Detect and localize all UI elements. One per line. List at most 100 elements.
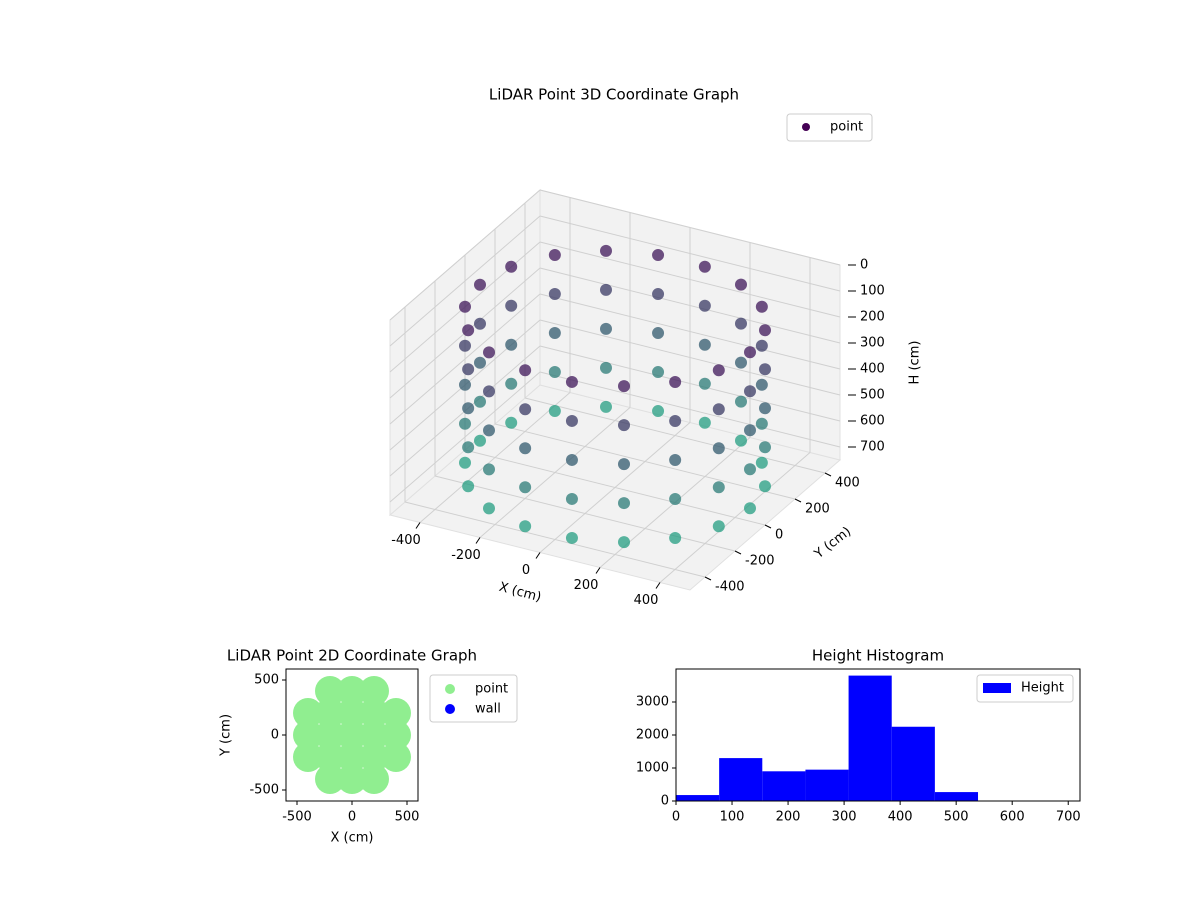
point	[483, 346, 495, 359]
point	[548, 405, 561, 418]
point	[565, 453, 578, 466]
point	[359, 720, 389, 750]
z-tick-label: 100	[860, 284, 885, 299]
point	[315, 764, 345, 794]
x-tick-label: 700	[1056, 810, 1081, 825]
legend-box	[429, 674, 518, 723]
point	[755, 378, 768, 391]
point	[735, 278, 747, 291]
grid-line	[434, 475, 736, 552]
grid-line	[404, 501, 706, 578]
grid-line	[539, 371, 841, 448]
x-tick-label: 600	[1000, 810, 1025, 825]
point	[618, 497, 630, 510]
grid-line	[539, 241, 841, 318]
y-tick-label: 2000	[636, 728, 669, 743]
point	[459, 300, 471, 313]
point	[505, 299, 518, 312]
point	[600, 322, 612, 335]
point	[565, 492, 578, 505]
tick-mark	[704, 576, 712, 581]
legend-label: point	[475, 682, 508, 697]
point	[618, 419, 630, 432]
point	[381, 720, 411, 750]
point	[505, 260, 518, 273]
point	[459, 456, 471, 469]
z-tick-label: 200	[860, 310, 885, 325]
point	[755, 339, 768, 352]
legend-marker	[445, 684, 455, 694]
point	[759, 402, 771, 415]
point	[669, 375, 682, 388]
tick-mark	[595, 567, 601, 574]
y-tick-label: 0	[775, 528, 783, 543]
point	[462, 363, 475, 376]
y-tick-label: 500	[254, 673, 279, 688]
x-tick-label: -200	[451, 548, 481, 563]
point	[652, 249, 665, 262]
point	[337, 764, 367, 794]
grid-line	[389, 293, 541, 425]
point	[618, 536, 630, 549]
z-tick-label: 500	[860, 388, 885, 403]
y-tick-label: -200	[745, 554, 775, 569]
point	[565, 414, 578, 427]
x-tick-label: 400	[634, 593, 659, 608]
z-tick-label: 300	[860, 336, 885, 351]
point	[652, 405, 665, 418]
y-axis-label: Y (cm)	[219, 714, 234, 757]
point	[744, 385, 756, 398]
point	[698, 299, 711, 312]
point	[474, 317, 486, 330]
point	[712, 520, 725, 533]
legend-label: Height	[1021, 681, 1064, 696]
x-tick-label: 300	[832, 810, 857, 825]
point	[483, 502, 495, 515]
point	[669, 414, 682, 427]
tick-mark	[764, 524, 772, 529]
point	[759, 480, 771, 493]
tick-mark	[415, 522, 421, 529]
legend-label: wall	[475, 702, 501, 717]
point	[698, 377, 711, 390]
point	[548, 288, 561, 301]
point	[519, 403, 532, 416]
point	[505, 377, 518, 390]
point	[565, 375, 578, 388]
point	[519, 481, 532, 494]
chart-title: Height Histogram	[812, 647, 944, 665]
point	[337, 698, 367, 728]
point	[755, 417, 768, 430]
point	[744, 463, 756, 476]
point	[337, 720, 367, 750]
point	[735, 395, 747, 408]
z-tick-label: 600	[860, 414, 885, 429]
x-tick-label: 200	[574, 578, 599, 593]
point	[459, 417, 471, 430]
point	[735, 434, 747, 447]
grid-line	[524, 397, 826, 474]
z-tick-label: 0	[860, 258, 868, 273]
point	[744, 502, 756, 515]
point	[337, 676, 367, 706]
point	[759, 363, 771, 376]
point	[293, 720, 323, 750]
point	[735, 317, 747, 330]
tick-mark	[794, 498, 802, 503]
point	[359, 698, 389, 728]
point	[474, 278, 486, 291]
point	[459, 339, 471, 352]
point	[698, 260, 711, 273]
point	[669, 531, 682, 544]
bar	[934, 792, 979, 801]
point	[652, 288, 665, 301]
tick-mark	[535, 552, 541, 559]
point	[483, 424, 495, 437]
point	[505, 338, 518, 351]
x-tick-label: 0	[348, 810, 356, 825]
grid-line	[389, 371, 541, 503]
x-tick-label: -400	[391, 533, 421, 548]
point	[462, 402, 475, 415]
point	[600, 361, 612, 374]
